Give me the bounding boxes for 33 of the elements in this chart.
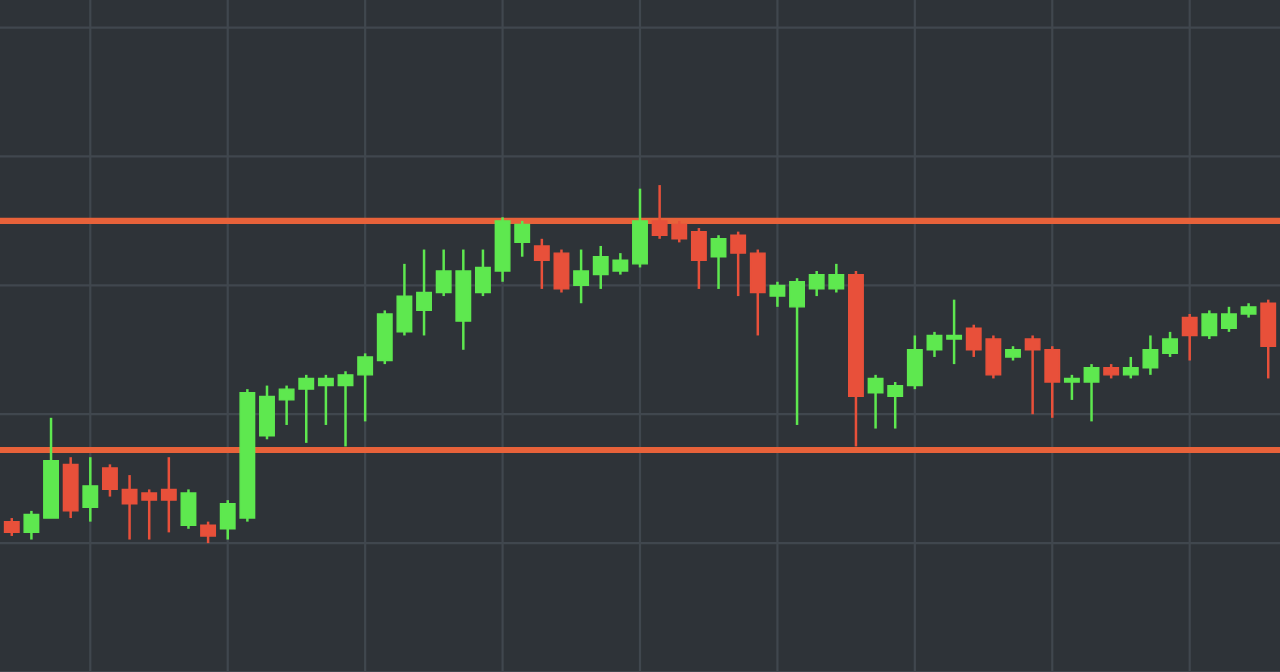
candlestick	[1063, 373, 1080, 402]
candlestick	[101, 463, 118, 498]
candlestick	[1201, 309, 1218, 341]
candlestick	[1181, 312, 1198, 362]
candlestick	[82, 455, 99, 523]
candlestick	[180, 488, 197, 531]
candlestick	[690, 226, 707, 291]
candlestick	[200, 520, 217, 545]
candlestick	[906, 334, 923, 391]
candlestick	[789, 276, 806, 427]
candlestick	[160, 455, 177, 534]
candlestick	[23, 509, 40, 541]
candlestick	[1162, 330, 1179, 359]
candlestick	[259, 384, 275, 441]
candlestick	[533, 237, 550, 291]
candlestick	[1260, 298, 1277, 380]
candlestick	[1220, 305, 1237, 334]
candlestick	[62, 455, 79, 520]
candlestick	[357, 352, 374, 423]
candlestick	[632, 187, 648, 269]
candlestick	[926, 330, 943, 359]
candlestick	[416, 248, 433, 337]
candlestick	[317, 373, 334, 427]
candlestick	[710, 233, 727, 291]
candlestick	[730, 230, 747, 298]
candlestick	[749, 248, 766, 337]
candlestick	[1083, 362, 1100, 423]
candlestick	[769, 280, 786, 309]
candlestick	[573, 248, 590, 305]
candlestick	[337, 370, 354, 448]
candlestick	[553, 248, 570, 294]
candlestick	[474, 248, 491, 298]
candlestick	[946, 298, 963, 366]
